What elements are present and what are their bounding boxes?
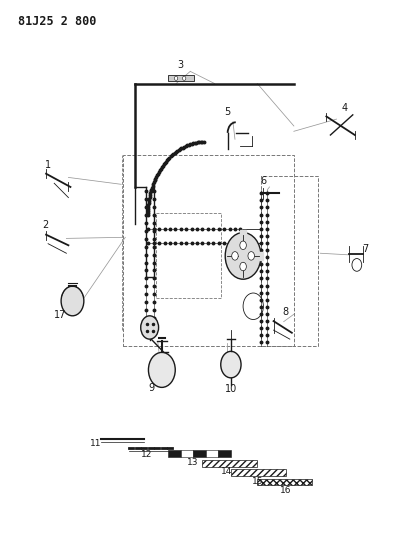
Circle shape bbox=[225, 232, 261, 279]
Circle shape bbox=[240, 262, 246, 271]
Bar bbox=[180, 450, 193, 457]
Text: 11: 11 bbox=[90, 439, 101, 448]
Circle shape bbox=[221, 351, 241, 378]
Circle shape bbox=[175, 76, 178, 80]
Bar bbox=[257, 479, 312, 486]
Text: 7: 7 bbox=[362, 244, 368, 254]
Text: 6: 6 bbox=[261, 176, 267, 186]
Text: 81J25 2 800: 81J25 2 800 bbox=[18, 14, 96, 28]
Bar bbox=[240, 230, 246, 249]
Bar bbox=[238, 252, 253, 260]
Text: 16: 16 bbox=[280, 486, 292, 495]
Circle shape bbox=[232, 252, 238, 260]
Text: 17: 17 bbox=[54, 310, 67, 320]
Bar bbox=[218, 450, 231, 457]
Bar bbox=[240, 243, 246, 262]
Bar bbox=[231, 469, 286, 476]
Circle shape bbox=[248, 252, 254, 260]
Bar bbox=[202, 460, 257, 467]
Bar bbox=[168, 75, 194, 82]
Bar bbox=[168, 450, 180, 457]
Text: 4: 4 bbox=[342, 103, 348, 113]
Circle shape bbox=[240, 241, 246, 249]
Circle shape bbox=[148, 352, 175, 387]
Text: 10: 10 bbox=[225, 384, 237, 394]
Text: 5: 5 bbox=[224, 107, 230, 117]
Circle shape bbox=[182, 76, 186, 80]
Bar bbox=[193, 450, 206, 457]
Text: 13: 13 bbox=[187, 458, 199, 467]
Circle shape bbox=[141, 316, 159, 339]
Bar bbox=[248, 252, 263, 260]
Text: 1: 1 bbox=[45, 160, 51, 171]
Text: 2: 2 bbox=[42, 220, 48, 230]
Text: 14: 14 bbox=[221, 467, 233, 477]
Text: 3: 3 bbox=[177, 60, 183, 70]
Text: 8: 8 bbox=[283, 308, 289, 317]
Text: 9: 9 bbox=[148, 383, 155, 393]
Text: 12: 12 bbox=[141, 450, 153, 459]
Bar bbox=[206, 450, 218, 457]
Text: 15: 15 bbox=[252, 477, 264, 486]
Circle shape bbox=[61, 286, 84, 316]
